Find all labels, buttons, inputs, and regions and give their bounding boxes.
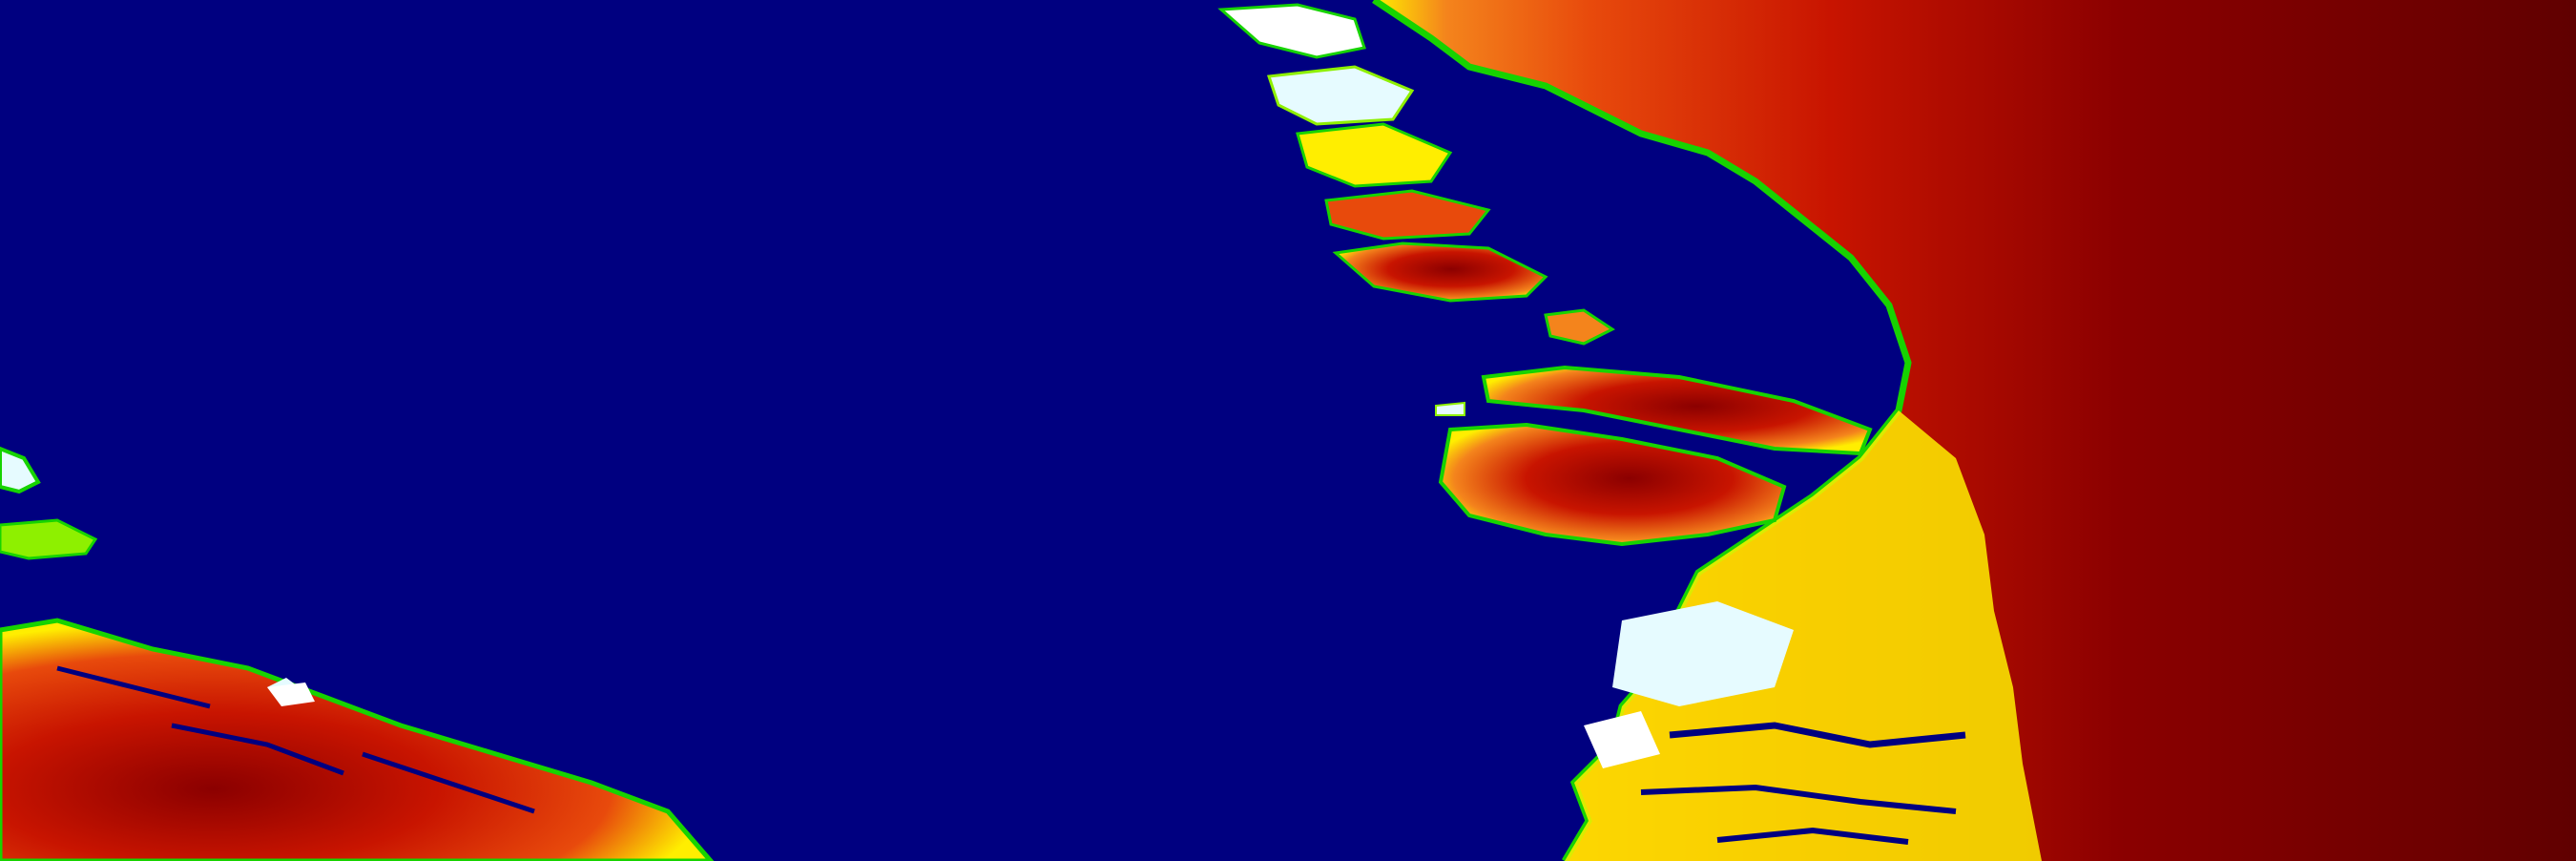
west-small-islands (0, 446, 315, 706)
southwest-landmass (0, 618, 715, 861)
central-islands (1332, 242, 1873, 547)
northern-coast-fragments (1217, 3, 1491, 241)
east-ice-sheet (1372, 0, 2576, 861)
